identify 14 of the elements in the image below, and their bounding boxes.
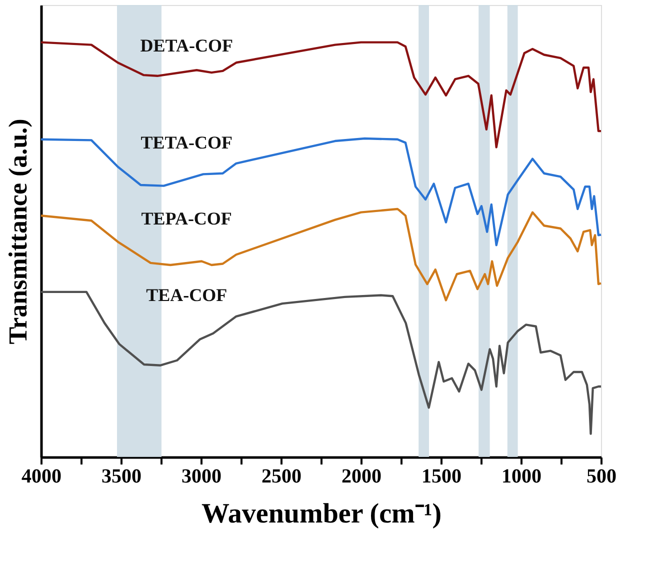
x-tick-label: 3500 <box>102 466 142 488</box>
x-tick-label: 500 <box>586 466 616 488</box>
x-tick-label: 1000 <box>502 466 542 488</box>
series-label: DETA-COF <box>140 35 233 56</box>
x-tick-label: 2500 <box>262 466 302 488</box>
x-tick-label: 1500 <box>422 466 462 488</box>
series-label: TEPA-COF <box>141 208 232 229</box>
y-axis-title: Transmittance (a.u.) <box>4 118 32 344</box>
x-axis-title: Wavenumber (cm⁻¹) <box>201 498 442 530</box>
x-tick-label: 4000 <box>22 466 62 488</box>
x-tick-label: 3000 <box>182 466 222 488</box>
x-tick-label: 2000 <box>342 466 382 488</box>
series-label: TEA-COF <box>146 284 228 305</box>
series-label: TETA-COF <box>140 132 232 152</box>
